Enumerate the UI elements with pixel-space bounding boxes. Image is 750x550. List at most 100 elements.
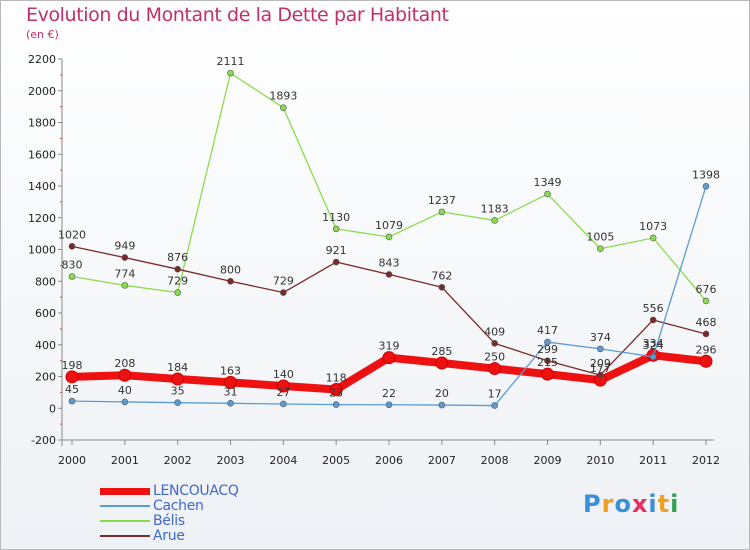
- series-point-arue: [597, 371, 604, 379]
- data-label-b-lis: 1130: [322, 211, 350, 224]
- series-point-arue: [174, 265, 181, 273]
- series-point-b-lis: [544, 190, 551, 198]
- series-point-cachen: [280, 400, 287, 408]
- series-point-lencouacq: [276, 379, 290, 393]
- data-label-lencouacq: 215: [537, 356, 558, 369]
- y-tick-label: 2200: [28, 53, 56, 66]
- y-tick-label: 2000: [28, 85, 56, 98]
- y-tick-label: 0: [49, 402, 56, 415]
- y-tick-label: 1400: [28, 180, 56, 193]
- series-point-cachen: [385, 401, 393, 409]
- data-label-arue: 921: [326, 244, 347, 257]
- data-label-cachen: 22: [382, 387, 396, 400]
- series-point-arue: [227, 277, 234, 285]
- series-point-cachen: [702, 183, 710, 190]
- data-label-b-lis: 676: [696, 283, 717, 296]
- series-point-b-lis: [174, 289, 181, 296]
- data-label-cachen: 417: [537, 324, 558, 337]
- data-label-lencouacq: 118: [326, 372, 347, 385]
- series-point-lencouacq: [65, 370, 79, 384]
- series-point-b-lis: [121, 282, 129, 289]
- data-label-arue: 949: [114, 240, 135, 253]
- data-label-b-lis: 1079: [375, 219, 403, 232]
- x-tick-label: 2007: [428, 454, 456, 467]
- data-label-cachen: 35: [171, 385, 185, 398]
- data-label-cachen: 17: [488, 388, 502, 401]
- series-point-arue: [544, 357, 551, 365]
- series-point-lencouacq: [435, 356, 449, 370]
- legend-swatch-arue: [100, 535, 150, 537]
- data-label-b-lis: 1237: [428, 194, 456, 207]
- legend-label-belis: Bélis: [153, 513, 185, 529]
- data-label-lencouacq: 163: [220, 364, 241, 377]
- data-label-arue: 843: [379, 256, 400, 269]
- series-point-arue: [702, 330, 710, 338]
- proxiti-logo[interactable]: Proxiti: [583, 490, 680, 518]
- series-point-b-lis: [649, 234, 657, 242]
- series-point-b-lis: [385, 233, 393, 241]
- chart-unit: (en €): [26, 28, 59, 41]
- data-label-lencouacq: 208: [114, 357, 135, 370]
- y-tick-label: 600: [35, 307, 56, 320]
- data-label-arue: 556: [643, 302, 664, 315]
- series-point-arue: [68, 243, 76, 250]
- x-tick-label: 2009: [534, 454, 562, 467]
- series-point-lencouacq: [329, 383, 343, 397]
- series-point-arue: [649, 316, 657, 324]
- y-tick-label: -200: [31, 434, 56, 447]
- data-label-arue: 299: [537, 343, 558, 356]
- series-point-arue: [280, 289, 287, 296]
- data-label-cachen: 20: [435, 387, 449, 400]
- data-label-b-lis: 2111: [217, 55, 245, 68]
- legend-label-cachen: Cachen: [153, 498, 204, 514]
- series-point-b-lis: [280, 104, 287, 112]
- x-tick-label: 2008: [481, 454, 509, 467]
- legend-swatch-cachen: [100, 505, 150, 507]
- series-point-lencouacq: [541, 367, 554, 381]
- series-point-arue: [385, 271, 393, 278]
- series-point-cachen: [227, 400, 234, 407]
- y-tick-label: 1600: [28, 148, 56, 161]
- x-tick-label: 2012: [692, 454, 720, 467]
- data-label-arue: 468: [696, 316, 717, 329]
- data-label-lencouacq: 296: [696, 343, 717, 356]
- data-label-b-lis: 1893: [269, 90, 297, 103]
- data-label-arue: 876: [167, 251, 188, 264]
- data-label-lencouacq: 198: [62, 359, 83, 372]
- series-point-cachen: [649, 353, 657, 361]
- series-point-cachen: [121, 398, 129, 406]
- series-point-cachen: [544, 338, 551, 346]
- series-point-arue: [438, 283, 446, 291]
- data-label-arue: 209: [590, 357, 611, 370]
- data-label-arue: 1020: [58, 228, 86, 241]
- data-label-arue: 762: [431, 269, 452, 282]
- chart-title: Evolution du Montant de la Dette par Hab…: [26, 4, 449, 26]
- x-tick-label: 2004: [269, 454, 297, 467]
- series-point-arue: [332, 258, 340, 266]
- x-tick-label: 2001: [111, 454, 139, 467]
- series-point-arue: [121, 254, 129, 261]
- data-label-cachen: 40: [118, 384, 132, 397]
- data-label-lencouacq: 319: [379, 340, 400, 353]
- series-point-cachen: [68, 397, 76, 405]
- series-point-cachen: [597, 345, 604, 353]
- series-point-b-lis: [438, 208, 446, 216]
- series-point-lencouacq: [118, 368, 132, 382]
- data-label-b-lis: 1005: [586, 231, 614, 244]
- series-point-cachen: [174, 399, 181, 406]
- x-tick-label: 2006: [375, 454, 403, 467]
- data-label-b-lis: 729: [167, 275, 188, 288]
- data-label-b-lis: 830: [62, 258, 83, 271]
- data-label-b-lis: 1183: [481, 202, 509, 215]
- series-point-cachen: [491, 402, 498, 409]
- series-point-cachen: [332, 401, 340, 408]
- x-tick-label: 2002: [164, 454, 192, 467]
- data-label-cachen: 324: [643, 339, 664, 352]
- data-label-b-lis: 1073: [639, 220, 667, 233]
- series-point-b-lis: [702, 297, 710, 305]
- legend-label-lencouacq: LENCOUACQ: [153, 483, 239, 499]
- data-label-b-lis: 1349: [534, 176, 562, 189]
- y-tick-label: 800: [35, 275, 56, 288]
